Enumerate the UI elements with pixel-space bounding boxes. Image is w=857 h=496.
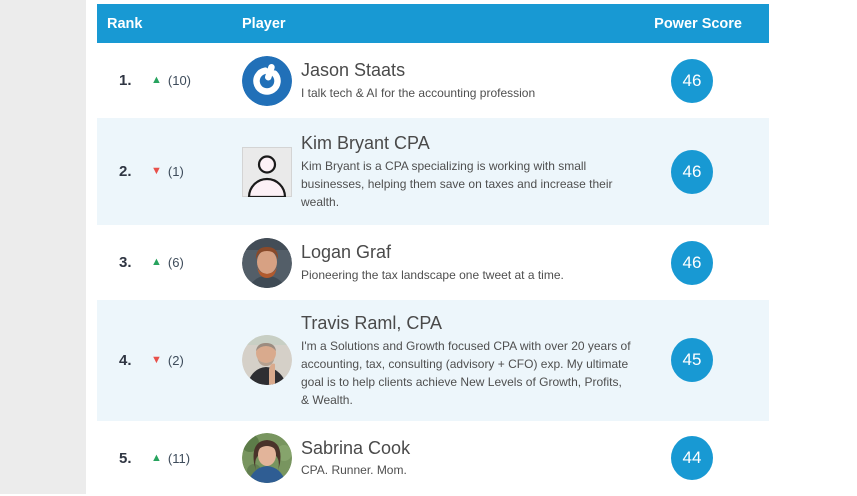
page-left-gutter: [0, 0, 86, 494]
photo-man-hand-on-chin-avatar[interactable]: [242, 335, 292, 386]
player-cell: Travis Raml, CPA I'm a Solutions and Gro…: [242, 300, 631, 421]
player-name[interactable]: Travis Raml, CPA: [301, 313, 443, 333]
rank-down-triangle-icon: ▼: [151, 353, 162, 366]
player-cell: Kim Bryant CPA Kim Bryant is a CPA speci…: [242, 120, 631, 223]
table-row: 1. ▲ (10) Jason Staats I talk tech & AI …: [97, 43, 769, 118]
score-cell: 46: [631, 149, 769, 194]
rank-change-count: (11): [167, 450, 191, 466]
player-name[interactable]: Sabrina Cook: [301, 437, 411, 458]
rank-cell: 4. ▼ (2): [97, 352, 242, 369]
power-score-badge: 44: [671, 436, 713, 480]
rank-down-triangle-icon: ▼: [151, 165, 162, 177]
photo-woman-dark-hair-avatar[interactable]: [242, 433, 292, 483]
rank-number: 2.: [119, 163, 132, 180]
header-rank: Rank: [107, 15, 143, 32]
rank-up-triangle-icon: ▲: [151, 74, 162, 86]
player-cell: Logan Graf Pioneering the tax landscape …: [242, 226, 631, 300]
header-power-score: Power Score: [654, 15, 742, 32]
rank-number: 4.: [119, 351, 132, 369]
leaderboard-table: Rank Player Power Score 1. ▲ (10) Jason …: [97, 4, 769, 496]
player-name[interactable]: Logan Graf: [301, 242, 392, 263]
rank-cell: 2. ▼ (1): [97, 163, 242, 180]
rank-number: 5.: [119, 449, 132, 467]
player-cell: Sabrina Cook CPA. Runner. Mom.: [242, 421, 631, 495]
player-text: Kim Bryant CPA Kim Bryant is a CPA speci…: [301, 132, 631, 211]
photo-man-red-beard-avatar[interactable]: [242, 237, 292, 288]
player-text: Travis Raml, CPA I'm a Solutions and Gro…: [301, 312, 631, 409]
power-button-logo-icon[interactable]: [242, 55, 292, 106]
rank-cell: 3. ▲ (6): [97, 254, 242, 271]
player-text: Logan Graf Pioneering the tax landscape …: [301, 241, 564, 284]
score-cell: 46: [631, 58, 769, 103]
player-text: Jason Staats I talk tech & AI for the ac…: [301, 59, 535, 102]
power-score-badge: 46: [671, 58, 713, 103]
player-bio: I talk tech & AI for the accounting prof…: [301, 85, 536, 100]
rank-change-count: (2): [167, 352, 184, 368]
table-row: 5. ▲ (11): [97, 420, 769, 496]
table-header-row: Rank Player Power Score: [97, 4, 769, 43]
header-player: Player: [242, 15, 286, 32]
rank-cell: 1. ▲ (10): [97, 72, 242, 89]
rank-number: 1.: [119, 72, 132, 89]
score-cell: 45: [631, 338, 769, 383]
rank-change-count: (6): [167, 255, 184, 270]
rank-up-triangle-icon: ▲: [151, 256, 162, 268]
rank-number: 3.: [119, 254, 132, 271]
power-score-badge: 46: [671, 240, 713, 285]
rank-change-count: (1): [167, 164, 184, 179]
default-person-icon[interactable]: [242, 146, 292, 197]
player-bio: Pioneering the tax landscape one tweet a…: [301, 267, 564, 282]
table-row: 4. ▼ (2): [97, 300, 769, 421]
rank-cell: 5. ▲ (11): [97, 450, 242, 467]
rank-up-triangle-icon: ▲: [151, 451, 162, 464]
score-cell: 46: [631, 240, 769, 285]
player-bio: I'm a Solutions and Growth focused CPA w…: [301, 338, 631, 407]
table-row: 3. ▲ (6) Logan Graf: [97, 225, 769, 300]
player-bio: CPA. Runner. Mom.: [301, 463, 407, 478]
player-name[interactable]: Kim Bryant CPA: [301, 133, 430, 154]
power-score-badge: 46: [671, 149, 713, 194]
player-text: Sabrina Cook CPA. Runner. Mom.: [301, 437, 410, 480]
score-cell: 44: [631, 436, 769, 480]
table-row: 2. ▼ (1) Kim Bryant CPA Kim Bryant is a …: [97, 118, 769, 225]
player-bio: Kim Bryant is a CPA specializing is work…: [301, 158, 613, 209]
rank-change-count: (10): [167, 73, 192, 88]
player-cell: Jason Staats I talk tech & AI for the ac…: [242, 44, 631, 118]
player-name[interactable]: Jason Staats: [301, 60, 406, 81]
power-score-badge: 45: [671, 338, 713, 383]
